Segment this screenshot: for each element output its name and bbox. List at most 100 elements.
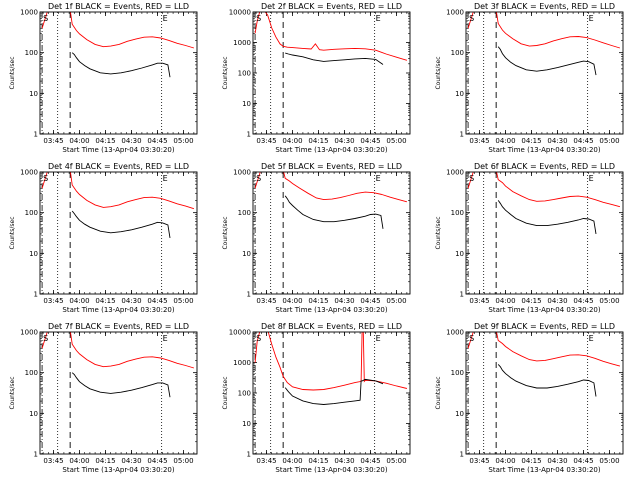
plot-frame [39, 331, 198, 455]
start-marker-label: S [256, 174, 261, 183]
events-series-line [284, 378, 384, 405]
x-tick-label: 03:45 [469, 297, 489, 305]
x-tick-label: 04:00 [495, 457, 515, 465]
events-series-line [497, 364, 597, 397]
lld-series-line [41, 12, 195, 49]
y-axis-label: Counts/sec [222, 376, 229, 409]
x-axis-label: Start Time (13-Apr-04 03:30:20) [62, 306, 174, 314]
y-tick-label: 100 [451, 369, 464, 377]
y-tick-label: 1000 [233, 359, 251, 367]
end-marker-label: E [163, 14, 168, 23]
x-axis-label: Start Time (13-Apr-04 03:30:20) [488, 466, 600, 474]
x-tick-label: 03:45 [256, 457, 276, 465]
plot-frame [39, 11, 198, 135]
y-axis-label: Counts/sec [222, 216, 229, 249]
lld-series-line [41, 332, 195, 369]
y-tick-label: 1000 [233, 169, 251, 177]
chart-panel-5: Det 5f BLACK = Events, RED = LLD Counts/s… [222, 162, 411, 314]
x-tick-label: 04:45 [147, 297, 167, 305]
x-tick-label: 04:30 [547, 137, 567, 145]
plot-frame [252, 331, 411, 455]
x-axis-label: Start Time (13-Apr-04 03:30:20) [275, 466, 387, 474]
x-tick-label: 04:45 [147, 457, 167, 465]
plot-area [254, 172, 408, 294]
x-tick-label: 05:00 [599, 457, 619, 465]
x-tick-label: 03:45 [469, 137, 489, 145]
lld-series-line [41, 172, 195, 210]
x-tick-label: 04:30 [547, 457, 567, 465]
plot-area [254, 12, 408, 134]
plot-frame [465, 171, 624, 295]
x-tick-label: 04:30 [334, 457, 354, 465]
chart-title: Det 4f BLACK = Events, RED = LLD [48, 162, 189, 171]
start-marker-label: S [469, 174, 474, 183]
x-tick-label: 04:15 [308, 457, 328, 465]
plot-area [41, 172, 195, 294]
chart-panel-7: Det 7f BLACK = Events, RED = LLD Counts/s… [9, 322, 198, 474]
x-tick-label: 04:15 [95, 297, 115, 305]
y-axis-label: Counts/sec [9, 56, 16, 89]
y-tick-label: 100 [451, 209, 464, 217]
x-tick-label: 05:00 [386, 137, 406, 145]
x-tick-label: 04:15 [95, 457, 115, 465]
x-tick-label: 04:00 [69, 137, 89, 145]
y-axis-label: Counts/sec [435, 56, 442, 89]
chart-title: Det 6f BLACK = Events, RED = LLD [474, 162, 615, 171]
y-tick-label: 10000 [229, 9, 251, 17]
start-marker-label: S [43, 14, 48, 23]
plot-area [41, 12, 195, 134]
x-axis-label: Start Time (13-Apr-04 03:30:20) [62, 146, 174, 154]
x-tick-label: 04:45 [573, 457, 593, 465]
y-tick-label: 100 [25, 209, 38, 217]
end-marker-label: E [376, 14, 381, 23]
events-series-line [71, 210, 171, 238]
events-series-line [71, 52, 171, 78]
x-tick-label: 04:15 [95, 137, 115, 145]
x-tick-label: 03:45 [43, 297, 63, 305]
y-tick-label: 100 [238, 209, 251, 217]
chart-title: Det 2f BLACK = Events, RED = LLD [261, 2, 402, 11]
x-tick-label: 04:45 [573, 137, 593, 145]
y-tick-label: 100 [238, 390, 251, 398]
start-marker-label: S [256, 334, 261, 343]
chart-title: Det 8f BLACK = Events, RED = LLD [261, 322, 402, 331]
y-axis-label: Counts/sec [435, 216, 442, 249]
x-tick-label: 03:45 [43, 457, 63, 465]
chart-panel-9: Det 9f BLACK = Events, RED = LLD Counts/s… [435, 322, 624, 474]
y-tick-label: 10 [29, 90, 38, 98]
x-tick-label: 04:15 [308, 137, 328, 145]
chart-title: Det 3f BLACK = Events, RED = LLD [474, 2, 615, 11]
end-marker-label: E [376, 334, 381, 343]
y-tick-label: 1000 [446, 169, 464, 177]
x-tick-label: 04:30 [121, 457, 141, 465]
y-tick-label: 10 [29, 410, 38, 418]
x-tick-label: 04:30 [121, 297, 141, 305]
x-tick-label: 04:00 [69, 457, 89, 465]
x-tick-label: 04:30 [121, 137, 141, 145]
x-tick-label: 04:00 [495, 297, 515, 305]
y-tick-label: 10 [29, 250, 38, 258]
plot-frame [252, 11, 411, 135]
plot-frame [252, 171, 411, 295]
chart-panel-8: Det 8f BLACK = Events, RED = LLD Counts/s… [222, 322, 411, 474]
x-tick-label: 05:00 [173, 457, 193, 465]
x-tick-label: 04:45 [147, 137, 167, 145]
y-tick-label: 10 [242, 420, 251, 428]
x-tick-label: 04:45 [360, 297, 380, 305]
lld-series-line [254, 172, 408, 203]
y-tick-label: 1000 [446, 9, 464, 17]
y-tick-label: 10 [455, 90, 464, 98]
lld-series-line [467, 172, 621, 208]
x-tick-label: 04:15 [521, 297, 541, 305]
y-tick-label: 10 [242, 250, 251, 258]
x-tick-label: 04:45 [573, 297, 593, 305]
start-marker-label: S [469, 334, 474, 343]
events-series-line [285, 52, 384, 65]
x-tick-label: 03:45 [256, 137, 276, 145]
y-tick-label: 1 [34, 131, 38, 139]
lld-series-line [467, 332, 621, 367]
y-tick-label: 1000 [20, 329, 38, 337]
plot-area [467, 332, 621, 454]
chart-title: Det 1f BLACK = Events, RED = LLD [48, 2, 189, 11]
y-tick-label: 10 [455, 410, 464, 418]
